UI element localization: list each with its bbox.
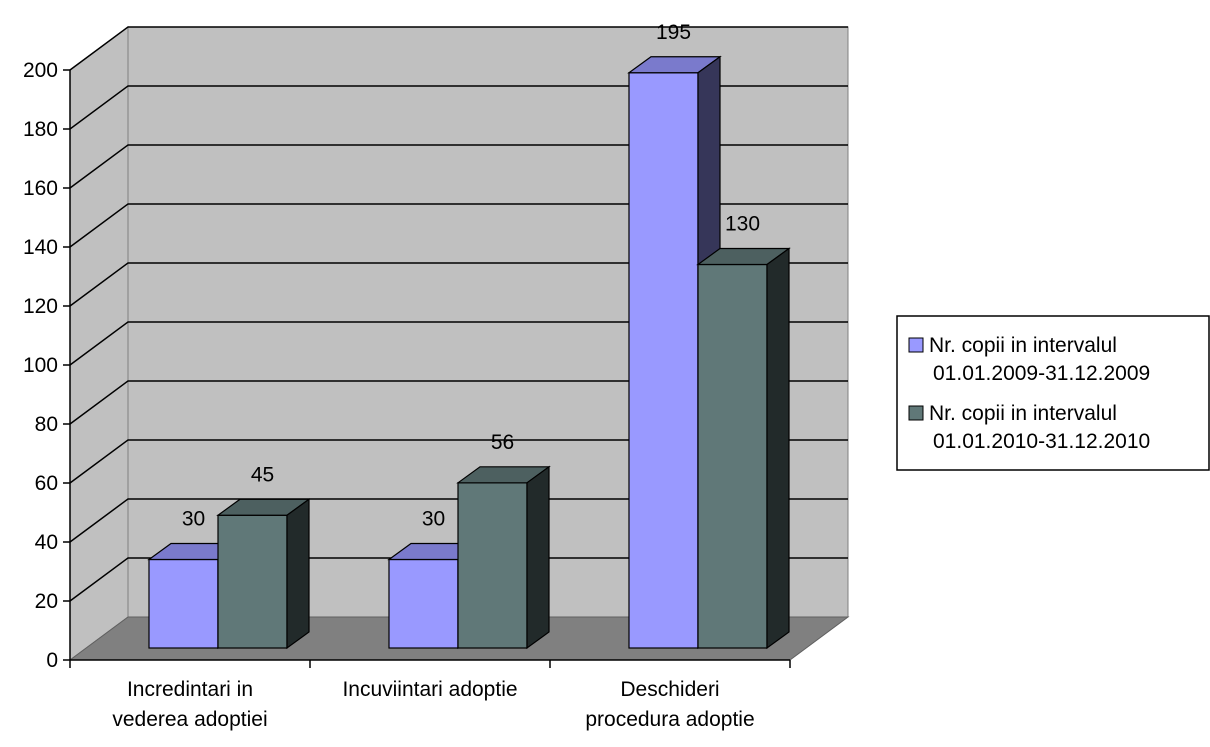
- y-tick-label: 0: [46, 649, 58, 672]
- legend-entry: Nr. copii in intervalul 01.01.2010-31.12.…: [929, 402, 1150, 453]
- gridline: [69, 321, 848, 366]
- gridline: [69, 85, 848, 130]
- bar-side: [766, 247, 790, 650]
- gridline: [69, 262, 848, 307]
- bar-front: [217, 514, 288, 649]
- legend-entry: Nr. copii in intervalul 01.01.2009-31.12.…: [929, 334, 1150, 385]
- gridline: [69, 498, 848, 543]
- data-label: 30: [422, 508, 445, 531]
- legend-box: [896, 315, 1210, 471]
- y-tick-label: 160: [23, 177, 58, 200]
- y-tick-label: 80: [35, 413, 58, 436]
- category-label: Deschideri procedura adoptie: [585, 678, 754, 731]
- data-label: 45: [251, 463, 274, 486]
- gridline: [69, 439, 848, 484]
- category-label: Incredintari in vederea adoptiei: [112, 678, 267, 731]
- y-tick-label: 180: [23, 118, 58, 141]
- legend: Nr. copii in intervalul 01.01.2009-31.12.…: [896, 315, 1210, 471]
- data-label: 130: [725, 213, 760, 236]
- gridline: [69, 144, 848, 189]
- data-label: 56: [491, 431, 514, 454]
- legend-swatch: [908, 405, 924, 421]
- data-label: 30: [182, 508, 205, 531]
- gridlines: [69, 26, 848, 602]
- y-tick-label: 40: [35, 531, 58, 554]
- gridline: [69, 26, 848, 71]
- bar-front: [457, 482, 528, 649]
- data-labels: 30 45 30 56 195 130: [182, 21, 760, 531]
- axes: 0 20 40 60 80 100 120 140 160 180 200 Incredintari …: [23, 59, 791, 731]
- data-label: 195: [656, 21, 691, 44]
- gridline: [69, 557, 848, 602]
- y-tick-label: 120: [23, 295, 58, 318]
- legend-swatch: [908, 337, 924, 353]
- y-tick-label: 140: [23, 236, 58, 259]
- bar-front: [388, 558, 459, 649]
- bar-front: [628, 72, 699, 649]
- bar-side: [286, 498, 310, 650]
- bar-front: [697, 263, 768, 649]
- bar-front: [148, 558, 219, 649]
- category-label: Incuviintari adoptie: [342, 678, 517, 701]
- bar: [696, 247, 791, 650]
- y-tick-label: 20: [35, 590, 58, 613]
- bars: [147, 55, 791, 650]
- bar-side: [526, 465, 550, 650]
- gridline: [69, 380, 848, 425]
- bar: [456, 465, 551, 650]
- y-tick-label: 100: [23, 354, 58, 377]
- bar: [216, 498, 311, 650]
- gridline: [69, 203, 848, 248]
- y-tick-label: 60: [35, 472, 58, 495]
- y-tick-label: 200: [23, 59, 58, 82]
